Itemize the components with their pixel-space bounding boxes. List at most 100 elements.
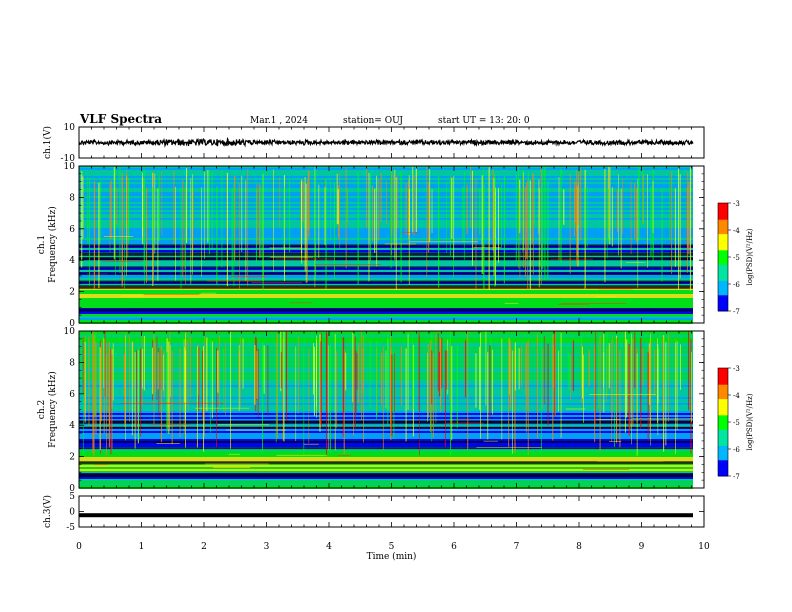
low-psd-band [79, 447, 693, 450]
colorbar-swatch [718, 217, 728, 220]
colorbar-swatch [718, 215, 728, 218]
colorbar-swatch [718, 452, 728, 455]
frequency-band [79, 288, 693, 290]
frequency-band [79, 425, 693, 427]
colorbar-swatch [718, 467, 728, 470]
x-tick-label: 0 [76, 542, 82, 552]
colorbar-swatch [718, 377, 728, 380]
colorbar-swatch [718, 289, 728, 292]
colorbar-swatch [718, 219, 728, 222]
y-tick-label: 4 [69, 421, 75, 431]
frequency-band [79, 471, 693, 473]
frequency-band [79, 224, 693, 226]
frequency-band [79, 443, 693, 445]
frequency-band [79, 284, 693, 286]
colorbar-swatch [718, 262, 728, 265]
low-psd-band [79, 285, 693, 289]
colorbar-swatch [718, 204, 728, 208]
frequency-band [79, 451, 693, 453]
low-psd-band [79, 473, 693, 478]
x-tick-label: 6 [451, 542, 457, 552]
ch2-spectrogram-panel: 0 2 4 6 8 10 ch.2 Frequency (kHz) [37, 327, 705, 494]
frequency-band [79, 429, 693, 431]
colorbar-swatch [718, 291, 728, 294]
colorbar-swatch [718, 389, 728, 392]
colorbar-swatch [718, 463, 728, 466]
colorbar-tick-label: -7 [733, 473, 740, 481]
frequency-band [79, 188, 693, 190]
frequency-band [79, 182, 693, 184]
colorbar-swatch [718, 380, 728, 383]
colorbar-swatch [718, 427, 728, 430]
colorbar-swatch [718, 393, 728, 396]
frequency-band [79, 276, 693, 278]
frequency-band [79, 296, 693, 298]
colorbar-swatch [718, 296, 728, 299]
start-time-label: start UT = 13: 20: 0 [438, 116, 530, 126]
frequency-band [79, 212, 693, 214]
y-tick-label: -10 [61, 154, 76, 164]
frequency-band [79, 306, 693, 308]
frequency-band [79, 196, 693, 198]
frequency-band [79, 437, 693, 439]
colorbar-swatch [718, 409, 728, 412]
frequency-band [79, 463, 693, 465]
low-psd-band [79, 426, 693, 429]
frequency-band [79, 174, 693, 176]
frequency-band [79, 262, 693, 264]
colorbar-swatch [718, 454, 728, 457]
frequency-band [79, 337, 693, 339]
colorbar-swatch [718, 231, 728, 235]
no-data-strip [693, 166, 704, 323]
colorbar-swatch [718, 375, 728, 378]
colorbar-swatch [718, 382, 728, 385]
colorbar-swatch [718, 273, 728, 276]
colorbar-swatch [718, 450, 728, 454]
colorbar-swatch [718, 203, 728, 206]
colorbar-swatch [718, 284, 728, 287]
ch1-trace [78, 136, 694, 148]
frequency-band [79, 349, 693, 351]
y-tick-label: 4 [69, 256, 75, 266]
x-tick-label: 8 [576, 542, 582, 552]
colorbar-swatch [718, 405, 728, 409]
ch2-colorbar: -3 -4 -5 -6 -7 log(PSD)(V²/Hz) [717, 365, 754, 481]
colorbar-swatch [718, 224, 728, 227]
frequency-band [79, 194, 693, 196]
frequency-band [79, 204, 693, 206]
low-psd-band [79, 266, 693, 269]
frequency-band [79, 304, 693, 306]
colorbar-swatch [718, 226, 728, 229]
colorbar-swatch [718, 307, 728, 310]
low-psd-band [79, 440, 693, 443]
colorbar-swatch [718, 210, 728, 213]
x-axis-label: Time (min) [367, 551, 417, 562]
colorbar-swatch [718, 395, 728, 398]
colorbar-swatch [718, 240, 728, 244]
colorbar-tick-label: -5 [733, 419, 740, 427]
colorbar-swatch [718, 387, 728, 391]
colorbar-swatch [718, 249, 728, 253]
date-label: Mar.1 , 2024 [250, 116, 308, 126]
colorbar-swatch [718, 282, 728, 285]
colorbar-swatch [718, 400, 728, 403]
colorbar-tick-label: -3 [733, 365, 740, 373]
frequency-band [79, 345, 693, 347]
frequency-band [79, 445, 693, 447]
frequency-band [79, 226, 693, 228]
y-tick-label: 8 [69, 358, 75, 368]
colorbar-swatch [718, 235, 728, 238]
frequency-band [79, 166, 693, 168]
colorbar-swatch [718, 242, 728, 245]
x-tick-label: 3 [264, 542, 270, 552]
x-tick-label: 7 [514, 542, 520, 552]
x-tick-label: 10 [698, 542, 710, 552]
colorbar-tick-label: -7 [733, 308, 740, 316]
x-tick-label: 9 [639, 542, 645, 552]
frequency-band [79, 294, 693, 296]
x-tick-label: 1 [139, 542, 145, 552]
colorbar-swatch [718, 248, 728, 251]
colorbar-swatch [718, 391, 728, 394]
colorbar-swatch [718, 293, 728, 296]
low-psd-band [79, 257, 693, 261]
